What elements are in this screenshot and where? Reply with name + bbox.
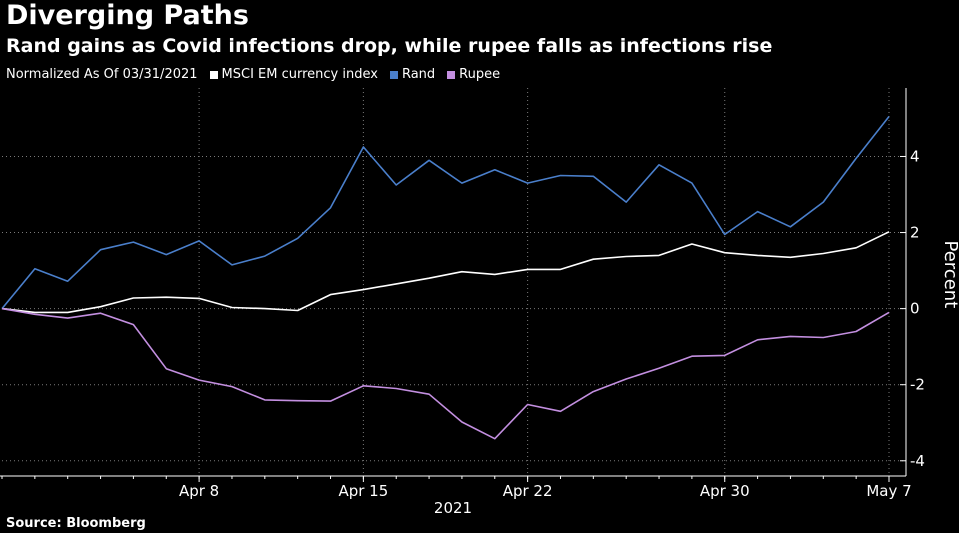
y-tick-label: 2: [910, 224, 920, 242]
legend-normalization-note: Normalized As Of 03/31/2021: [6, 67, 198, 82]
legend-label-rupee: Rupee: [459, 67, 501, 82]
legend-label-rand: Rand: [401, 67, 436, 82]
legend-swatch-rand: [389, 71, 398, 79]
legend-swatch-rupee: [447, 71, 456, 79]
x-tick-label: Apr 30: [700, 482, 750, 500]
msci-em-currency-index-line: [1, 231, 890, 314]
chart-subtitle: Rand gains as Covid infections drop, whi…: [6, 35, 773, 57]
x-tick-label: Apr 8: [179, 482, 219, 500]
x-tick-label: May 7: [866, 482, 911, 500]
x-axis-title: 2021: [434, 499, 472, 517]
chart-title: Diverging Paths: [6, 0, 249, 31]
x-tick-label: Apr 15: [338, 482, 388, 500]
legend-swatch-msci: [209, 71, 218, 79]
source-note: Source: Bloomberg: [6, 516, 146, 531]
y-tick-label: 0: [910, 300, 920, 318]
legend: Normalized As Of 03/31/2021 MSCI EM curr…: [6, 66, 512, 84]
y-tick-label: 4: [910, 147, 920, 165]
legend-entry-rand: Rand: [389, 66, 436, 84]
legend-entry-msci: MSCI EM currency index: [209, 66, 378, 84]
y-tick-label: -4: [910, 452, 925, 470]
legend-entry-rupee: Rupee: [447, 66, 500, 84]
y-tick-label: -2: [910, 376, 925, 394]
y-axis-title: Percent: [940, 241, 959, 309]
rand-line: [1, 116, 890, 310]
legend-label-msci: MSCI EM currency index: [221, 67, 378, 82]
x-tick-label: Apr 22: [503, 482, 553, 500]
rupee-line: [1, 307, 890, 440]
